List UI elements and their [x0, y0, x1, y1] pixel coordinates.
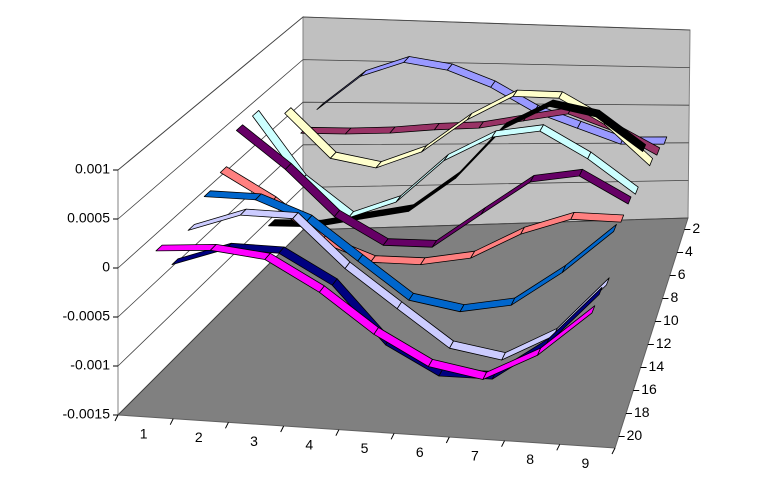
z-tick-label: 2: [692, 220, 700, 236]
x-tick: [611, 447, 616, 455]
x-tick: [169, 418, 174, 425]
grid-line: [117, 16, 691, 171]
z-tick-label: 16: [641, 381, 657, 397]
grid-line: [117, 180, 689, 367]
x-tick-label: 2: [195, 429, 203, 445]
z-tick-label: 20: [627, 427, 643, 443]
y-tick-label: 0.0005: [67, 210, 110, 226]
x-tick: [445, 436, 450, 444]
z-tick-label: 4: [685, 243, 693, 259]
ribbon-segment: [344, 126, 396, 135]
grid-line: [117, 59, 690, 220]
ribbon-segment: [537, 305, 596, 356]
x-tick-label: 8: [526, 451, 534, 467]
x-tick-label: 7: [471, 448, 479, 464]
x-tick: [501, 440, 506, 447]
x-tick-label: 9: [581, 455, 589, 471]
ribbon-segment: [562, 223, 617, 273]
x-tick: [280, 425, 285, 433]
y-tick-label: 0: [102, 259, 110, 275]
ribbon-segment: [587, 151, 639, 195]
x-tick-label: 1: [140, 426, 148, 442]
ribbon-segment: [595, 109, 646, 153]
x-tick: [224, 422, 229, 429]
z-tick-label: 8: [670, 289, 678, 305]
x-tick-label: 5: [361, 440, 369, 456]
z-tick-label: 10: [663, 312, 679, 328]
z-tick-label: 18: [634, 404, 650, 420]
x-tick-label: 4: [305, 437, 313, 453]
y-tick-label: -0.001: [70, 357, 110, 373]
ribbon-segment: [382, 238, 438, 248]
z-tick-label: 12: [656, 335, 672, 351]
x-tick-label: 3: [250, 433, 258, 449]
x-tick: [114, 414, 119, 422]
ribbon-segment: [155, 243, 217, 252]
x-tick: [335, 429, 340, 436]
z-tick-label: 14: [649, 358, 665, 374]
x-tick-label: 6: [416, 444, 424, 460]
z-tick-label: 6: [678, 266, 686, 282]
x-tick: [390, 433, 395, 440]
y-tick-label: -0.0005: [63, 308, 111, 324]
x-tick: [556, 444, 561, 451]
ribbon-segment: [578, 168, 632, 205]
y-tick-label: 0.001: [75, 161, 110, 177]
ribbon-segment: [512, 89, 563, 99]
ribbon-segment: [570, 211, 625, 223]
y-tick-label: -0.0015: [63, 406, 111, 422]
